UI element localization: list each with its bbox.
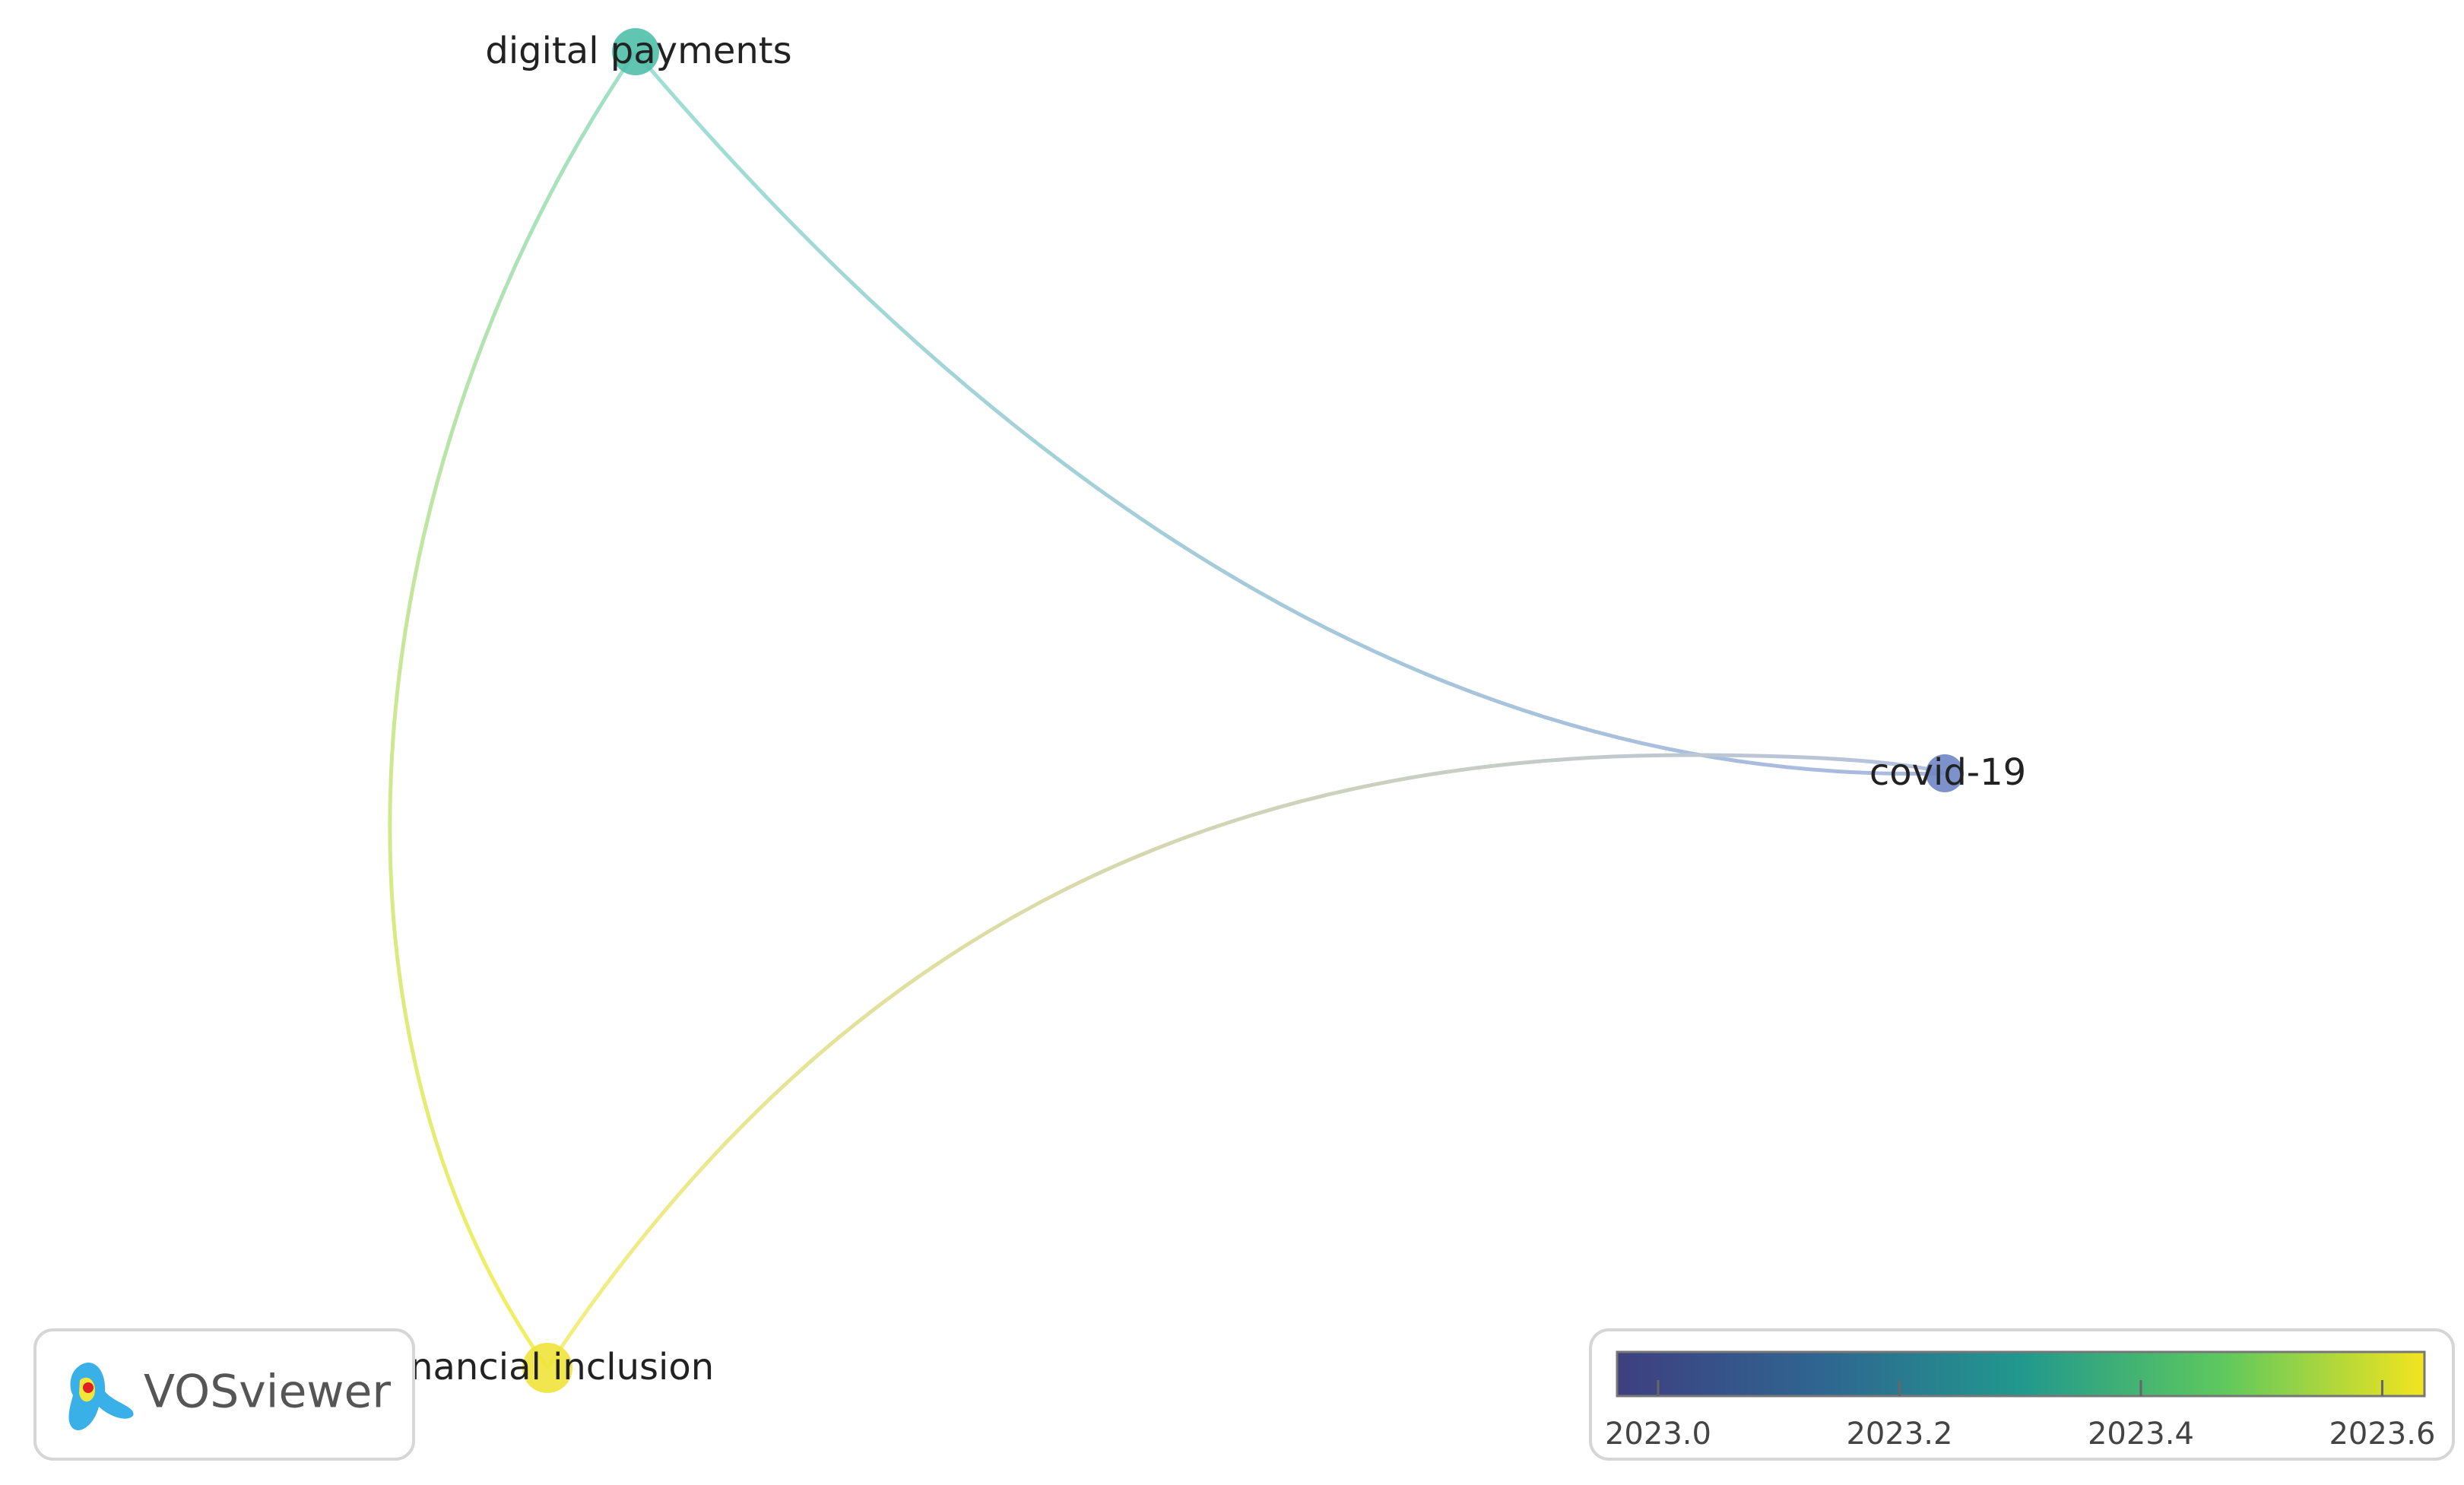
colorbar-tick-label: 2023.0 (1605, 1417, 1711, 1452)
colorbar-tick-label: 2023.2 (1846, 1417, 1952, 1452)
node-label: digital payments (485, 30, 791, 72)
node-label: covid-19 (1869, 751, 2026, 794)
link (545, 753, 1946, 1369)
link (634, 50, 1946, 776)
node (522, 1343, 572, 1393)
link (388, 50, 638, 1369)
logo-icon (68, 1362, 134, 1430)
logo-box (33, 1328, 415, 1461)
node-label: financial inclusion (387, 1346, 714, 1388)
colorbar-tick-label: 2023.4 (2088, 1417, 2194, 1452)
links (388, 50, 1946, 1369)
node (612, 28, 659, 75)
node (1926, 754, 1964, 792)
colorbar-ticks: 2023.0 2023.2 2023.4 2023.6 (1605, 1380, 2435, 1452)
colorbar-tick-label: 2023.6 (2329, 1417, 2435, 1452)
colorbar (1616, 1350, 2426, 1398)
logo-text: VOSviewer (144, 1366, 391, 1419)
nodes: digital payments covid-19 financial inclus… (387, 28, 2026, 1393)
